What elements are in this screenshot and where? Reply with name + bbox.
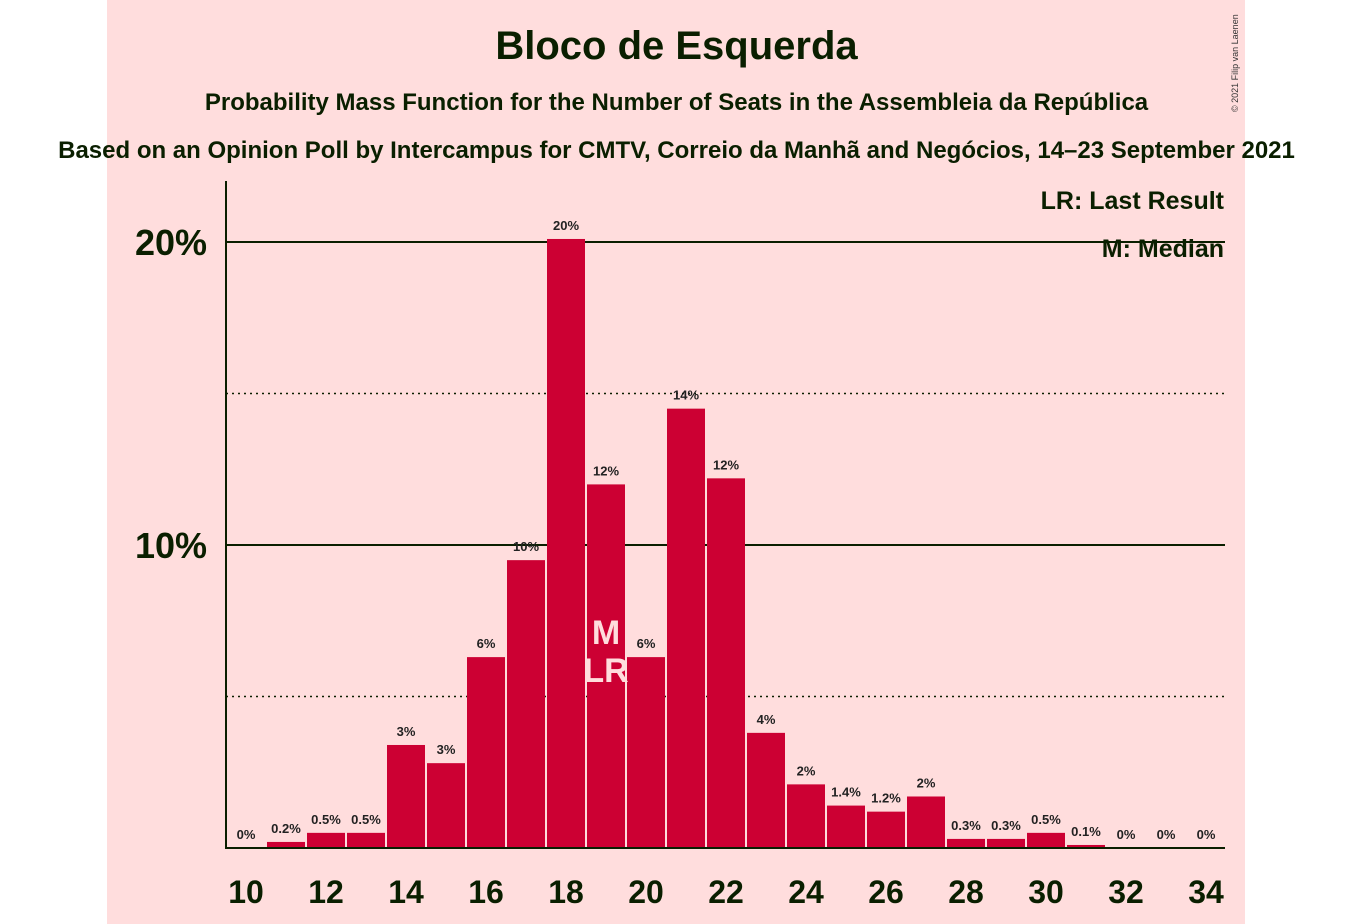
x-tick-label: 20 <box>628 874 664 910</box>
x-tick-label: 14 <box>388 874 424 910</box>
data-label-22: 12% <box>713 457 739 472</box>
bar-19 <box>587 484 625 848</box>
x-tick-label: 12 <box>308 874 344 910</box>
median-marker: M <box>592 614 620 652</box>
bar-31 <box>1067 844 1105 848</box>
data-label-33: 0% <box>1157 827 1176 842</box>
x-tick-label: 10 <box>228 874 264 910</box>
data-label-21: 14% <box>673 388 699 403</box>
bar-13 <box>347 832 385 848</box>
data-label-31: 0.1% <box>1071 824 1101 839</box>
data-label-29: 0.3% <box>991 818 1021 833</box>
data-label-26: 1.2% <box>871 791 901 806</box>
data-label-13: 0.5% <box>351 812 381 827</box>
bar-23 <box>747 732 785 848</box>
last-result-marker: LR <box>583 652 628 690</box>
y-tick-label: 10% <box>135 525 207 566</box>
data-label-34: 0% <box>1197 827 1216 842</box>
chart-source-subtitle: Based on an Opinion Poll by Intercampus … <box>58 137 1295 164</box>
legend-last-result: LR: Last Result <box>1041 187 1225 215</box>
bar-22 <box>707 478 745 848</box>
x-tick-label: 32 <box>1108 874 1144 910</box>
bar-28 <box>947 838 985 848</box>
x-tick-label: 18 <box>548 874 584 910</box>
data-label-17: 10% <box>513 539 539 554</box>
bar-18 <box>547 238 585 849</box>
y-tick-label: 20% <box>135 222 207 263</box>
legend-median: M: Median <box>1102 235 1224 263</box>
data-label-10: 0% <box>237 827 256 842</box>
data-label-12: 0.5% <box>311 812 341 827</box>
bar-17 <box>507 560 545 848</box>
bar-12 <box>307 832 345 848</box>
chart-subtitle: Probability Mass Function for the Number… <box>204 89 1149 116</box>
x-tick-label: 24 <box>788 874 824 910</box>
bar-14 <box>387 744 425 848</box>
bar-29 <box>987 838 1025 848</box>
bar-25 <box>827 805 865 848</box>
x-tick-label: 16 <box>468 874 504 910</box>
data-label-32: 0% <box>1117 827 1136 842</box>
bar-20 <box>627 657 665 848</box>
data-label-30: 0.5% <box>1031 812 1061 827</box>
chart-title: Bloco de Esquerda <box>495 24 858 68</box>
bar-16 <box>467 657 505 848</box>
data-label-14: 3% <box>397 724 416 739</box>
data-label-23: 4% <box>757 712 776 727</box>
bar-30 <box>1027 832 1065 848</box>
data-label-18: 20% <box>553 218 579 233</box>
bar-27 <box>907 796 945 848</box>
x-tick-label: 34 <box>1188 874 1224 910</box>
x-tick-label: 28 <box>948 874 984 910</box>
data-label-20: 6% <box>637 636 656 651</box>
data-label-15: 3% <box>437 742 456 757</box>
data-label-28: 0.3% <box>951 818 981 833</box>
bar-24 <box>787 784 825 848</box>
x-tick-label: 30 <box>1028 874 1064 910</box>
x-tick-label: 26 <box>868 874 904 910</box>
x-tick-label: 22 <box>708 874 744 910</box>
bar-26 <box>867 811 905 848</box>
data-label-19: 12% <box>593 463 619 478</box>
bar-15 <box>427 763 465 848</box>
bar-21 <box>667 408 705 848</box>
data-label-27: 2% <box>917 775 936 790</box>
data-label-25: 1.4% <box>831 785 861 800</box>
data-label-11: 0.2% <box>271 821 301 836</box>
bar-11 <box>267 841 305 848</box>
data-label-16: 6% <box>477 636 496 651</box>
data-label-24: 2% <box>797 763 816 778</box>
